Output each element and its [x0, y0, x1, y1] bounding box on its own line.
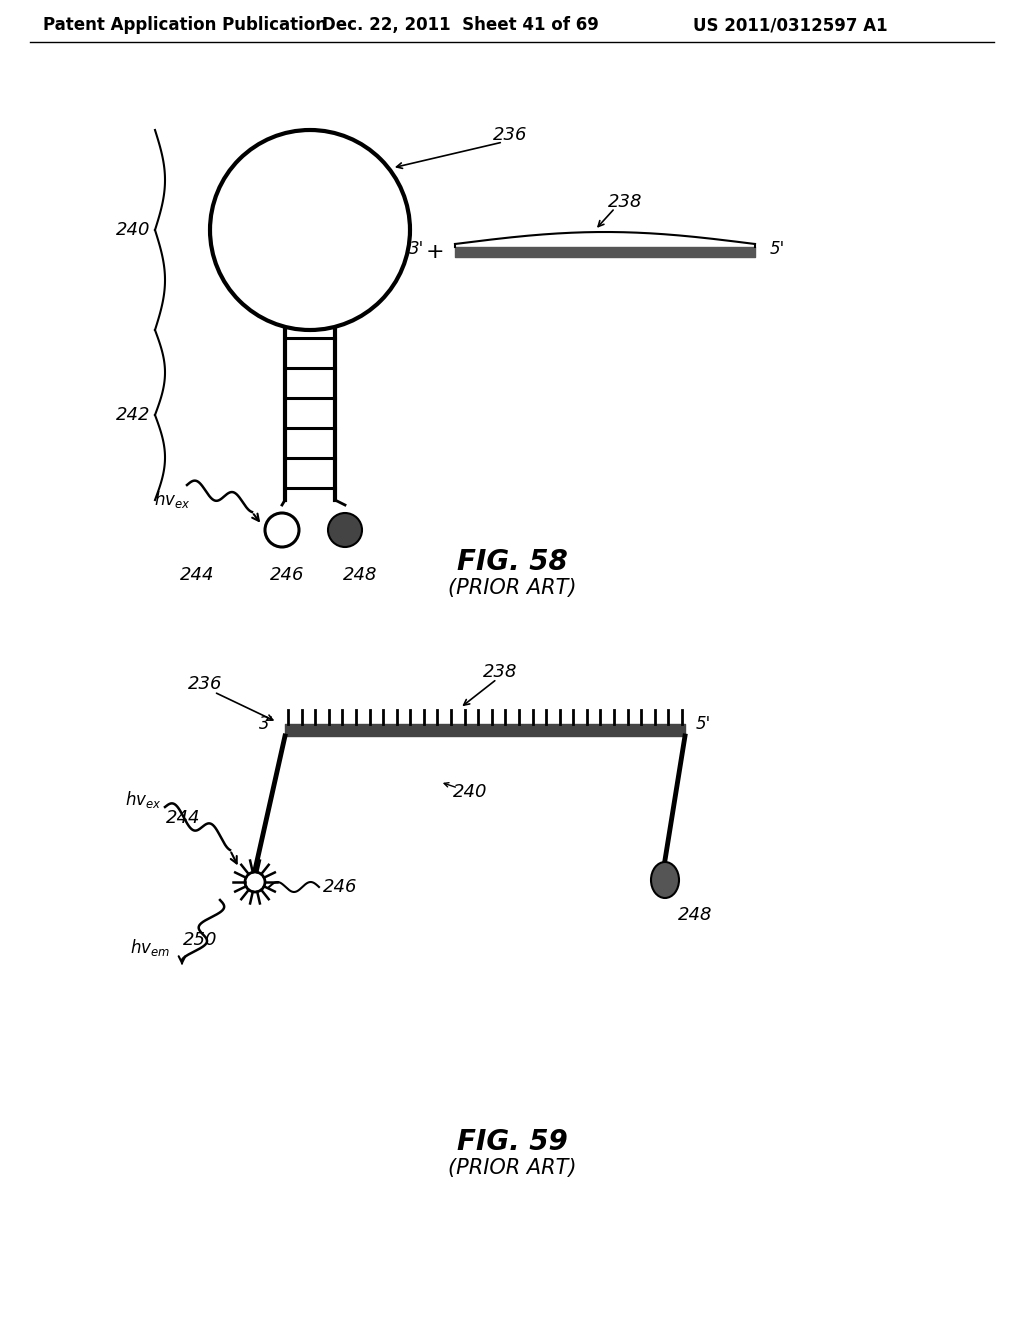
Text: 240: 240: [116, 220, 151, 239]
Text: 3': 3': [410, 240, 425, 257]
Text: 244: 244: [166, 809, 201, 828]
Text: 242: 242: [116, 407, 151, 424]
Text: hv$_{ex}$: hv$_{ex}$: [154, 490, 190, 511]
Text: 248: 248: [678, 906, 713, 924]
Text: 240: 240: [453, 783, 487, 801]
Text: 5': 5': [695, 715, 711, 733]
Text: 3': 3': [259, 715, 274, 733]
Text: hv$_{em}$: hv$_{em}$: [130, 936, 170, 957]
Text: 246: 246: [323, 878, 357, 896]
Circle shape: [265, 513, 299, 546]
Text: 248: 248: [343, 566, 377, 583]
Ellipse shape: [651, 862, 679, 898]
Text: FIG. 59: FIG. 59: [457, 1129, 567, 1156]
Text: (PRIOR ART): (PRIOR ART): [447, 578, 577, 598]
Text: 250: 250: [182, 931, 217, 949]
Text: 238: 238: [482, 663, 517, 681]
Text: Dec. 22, 2011  Sheet 41 of 69: Dec. 22, 2011 Sheet 41 of 69: [322, 16, 598, 34]
Circle shape: [328, 513, 362, 546]
Text: 244: 244: [180, 566, 214, 583]
Text: 246: 246: [269, 566, 304, 583]
Text: +: +: [426, 242, 444, 261]
Text: 236: 236: [187, 675, 222, 693]
Text: hv$_{ex}$: hv$_{ex}$: [125, 788, 162, 809]
Text: US 2011/0312597 A1: US 2011/0312597 A1: [692, 16, 888, 34]
Text: Patent Application Publication: Patent Application Publication: [43, 16, 327, 34]
Text: FIG. 58: FIG. 58: [457, 548, 567, 576]
Text: 5': 5': [769, 240, 784, 257]
Text: (PRIOR ART): (PRIOR ART): [447, 1158, 577, 1177]
Text: 238: 238: [608, 193, 642, 211]
Text: 236: 236: [493, 125, 527, 144]
Circle shape: [245, 873, 265, 892]
